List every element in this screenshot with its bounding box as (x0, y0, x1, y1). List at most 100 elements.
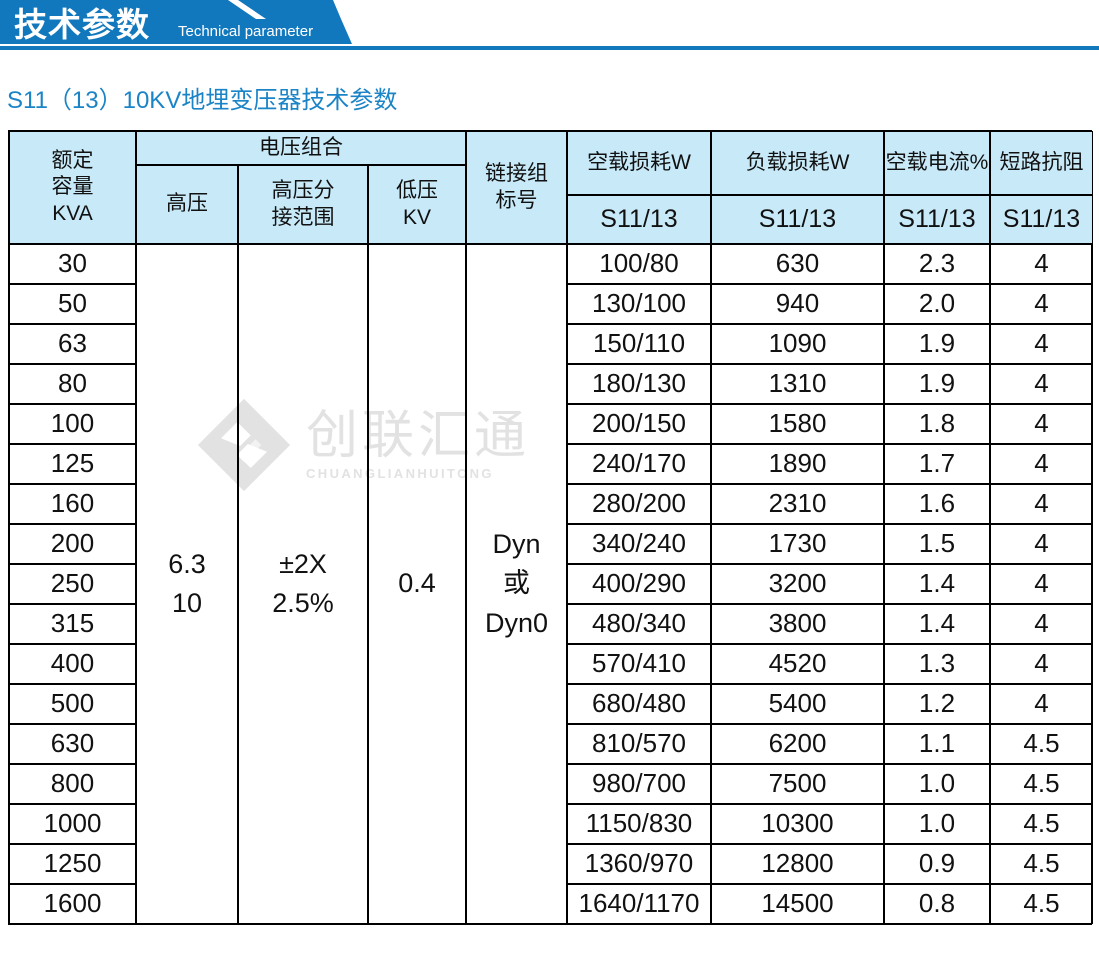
no-load-loss-cell: 240/170 (567, 444, 711, 484)
capacity-cell: 100 (9, 404, 136, 444)
no-load-loss-cell: 200/150 (567, 404, 711, 444)
impedance-cell: 4 (990, 644, 1093, 684)
load-loss-cell: 940 (711, 284, 884, 324)
no-load-current-cell: 1.8 (884, 404, 990, 444)
no-load-current-cell: 1.5 (884, 524, 990, 564)
no-load-current-cell: 1.0 (884, 764, 990, 804)
no-load-loss-cell: 400/290 (567, 564, 711, 604)
page-title: S11（13）10KV地埋变压器技术参数 (7, 87, 398, 114)
capacity-cell: 63 (9, 324, 136, 364)
no-load-loss-cell: 570/410 (567, 644, 711, 684)
no-load-current-cell: 1.9 (884, 364, 990, 404)
parameters-table: 创联汇通 CHUANGLIANHUITONG 额定 容量 KVA 电压组合 高压… (8, 130, 1093, 925)
capacity-cell: 630 (9, 724, 136, 764)
header-load-loss: 负载损耗W (711, 131, 884, 195)
no-load-current-cell: 1.4 (884, 564, 990, 604)
capacity-cell: 1600 (9, 884, 136, 924)
capacity-cell: 500 (9, 684, 136, 724)
no-load-current-cell: 1.7 (884, 444, 990, 484)
impedance-cell: 4.5 (990, 844, 1093, 884)
no-load-current-cell: 1.2 (884, 684, 990, 724)
capacity-cell: 400 (9, 644, 136, 684)
capacity-cell: 80 (9, 364, 136, 404)
header-voltage-group: 电压组合 (136, 131, 466, 165)
no-load-current-cell: 0.8 (884, 884, 990, 924)
no-load-current-cell: 1.9 (884, 324, 990, 364)
impedance-cell: 4 (990, 604, 1093, 644)
no-load-loss-cell: 680/480 (567, 684, 711, 724)
load-loss-cell: 5400 (711, 684, 884, 724)
load-loss-cell: 10300 (711, 804, 884, 844)
capacity-cell: 125 (9, 444, 136, 484)
load-loss-cell: 1580 (711, 404, 884, 444)
load-loss-cell: 1730 (711, 524, 884, 564)
capacity-cell: 250 (9, 564, 136, 604)
no-load-current-cell: 1.6 (884, 484, 990, 524)
load-loss-cell: 3800 (711, 604, 884, 644)
load-loss-cell: 6200 (711, 724, 884, 764)
header-capacity: 额定 容量 KVA (9, 131, 136, 244)
impedance-cell: 4.5 (990, 884, 1093, 924)
banner-title: 技术参数 (14, 6, 150, 43)
no-load-loss-cell: 480/340 (567, 604, 711, 644)
no-load-loss-cell: 980/700 (567, 764, 711, 804)
header-no-load-current: 空载电流% (884, 131, 990, 195)
no-load-current-cell: 1.1 (884, 724, 990, 764)
impedance-cell: 4.5 (990, 764, 1093, 804)
no-load-loss-cell: 130/100 (567, 284, 711, 324)
load-loss-cell: 1890 (711, 444, 884, 484)
banner-underline-bar (0, 46, 1099, 50)
impedance-cell: 4 (990, 324, 1093, 364)
impedance-cell: 4 (990, 444, 1093, 484)
load-loss-cell: 1090 (711, 324, 884, 364)
subheader-load-loss: S11/13 (711, 195, 884, 244)
no-load-loss-cell: 1640/1170 (567, 884, 711, 924)
load-loss-cell: 3200 (711, 564, 884, 604)
banner-subtitle: Technical parameter (178, 23, 314, 40)
load-loss-cell: 14500 (711, 884, 884, 924)
impedance-cell: 4 (990, 364, 1093, 404)
capacity-cell: 30 (9, 244, 136, 284)
merged-tap-value: ±2X 2.5% (238, 244, 368, 924)
table-grid: 额定 容量 KVA 电压组合 高压 高压分 接范围 低压 KV 链接组 标号 空… (8, 130, 1093, 925)
capacity-cell: 50 (9, 284, 136, 324)
subheader-no-load-loss: S11/13 (567, 195, 711, 244)
merged-vector-value: Dyn 或 Dyn0 (466, 244, 567, 924)
impedance-cell: 4 (990, 564, 1093, 604)
impedance-cell: 4.5 (990, 724, 1093, 764)
banner: 技术参数 Technical parameter (0, 0, 1099, 52)
capacity-cell: 160 (9, 484, 136, 524)
header-lv: 低压 KV (368, 165, 466, 244)
header-vector-group: 链接组 标号 (466, 131, 567, 244)
load-loss-cell: 630 (711, 244, 884, 284)
merged-hv-value: 6.3 10 (136, 244, 238, 924)
no-load-loss-cell: 100/80 (567, 244, 711, 284)
no-load-current-cell: 1.3 (884, 644, 990, 684)
load-loss-cell: 1310 (711, 364, 884, 404)
capacity-cell: 200 (9, 524, 136, 564)
no-load-loss-cell: 1360/970 (567, 844, 711, 884)
no-load-current-cell: 1.4 (884, 604, 990, 644)
impedance-cell: 4 (990, 484, 1093, 524)
capacity-cell: 1250 (9, 844, 136, 884)
impedance-cell: 4 (990, 284, 1093, 324)
load-loss-cell: 12800 (711, 844, 884, 884)
no-load-loss-cell: 180/130 (567, 364, 711, 404)
load-loss-cell: 4520 (711, 644, 884, 684)
header-hv: 高压 (136, 165, 238, 244)
no-load-loss-cell: 340/240 (567, 524, 711, 564)
no-load-current-cell: 1.0 (884, 804, 990, 844)
impedance-cell: 4 (990, 684, 1093, 724)
subheader-impedance: S11/13 (990, 195, 1093, 244)
capacity-cell: 1000 (9, 804, 136, 844)
header-no-load-loss: 空载损耗W (567, 131, 711, 195)
merged-lv-value: 0.4 (368, 244, 466, 924)
header-impedance: 短路抗阻 (990, 131, 1093, 195)
banner-ribbon-wedge (238, 0, 341, 19)
no-load-loss-cell: 810/570 (567, 724, 711, 764)
load-loss-cell: 2310 (711, 484, 884, 524)
load-loss-cell: 7500 (711, 764, 884, 804)
no-load-loss-cell: 150/110 (567, 324, 711, 364)
no-load-current-cell: 0.9 (884, 844, 990, 884)
no-load-loss-cell: 1150/830 (567, 804, 711, 844)
